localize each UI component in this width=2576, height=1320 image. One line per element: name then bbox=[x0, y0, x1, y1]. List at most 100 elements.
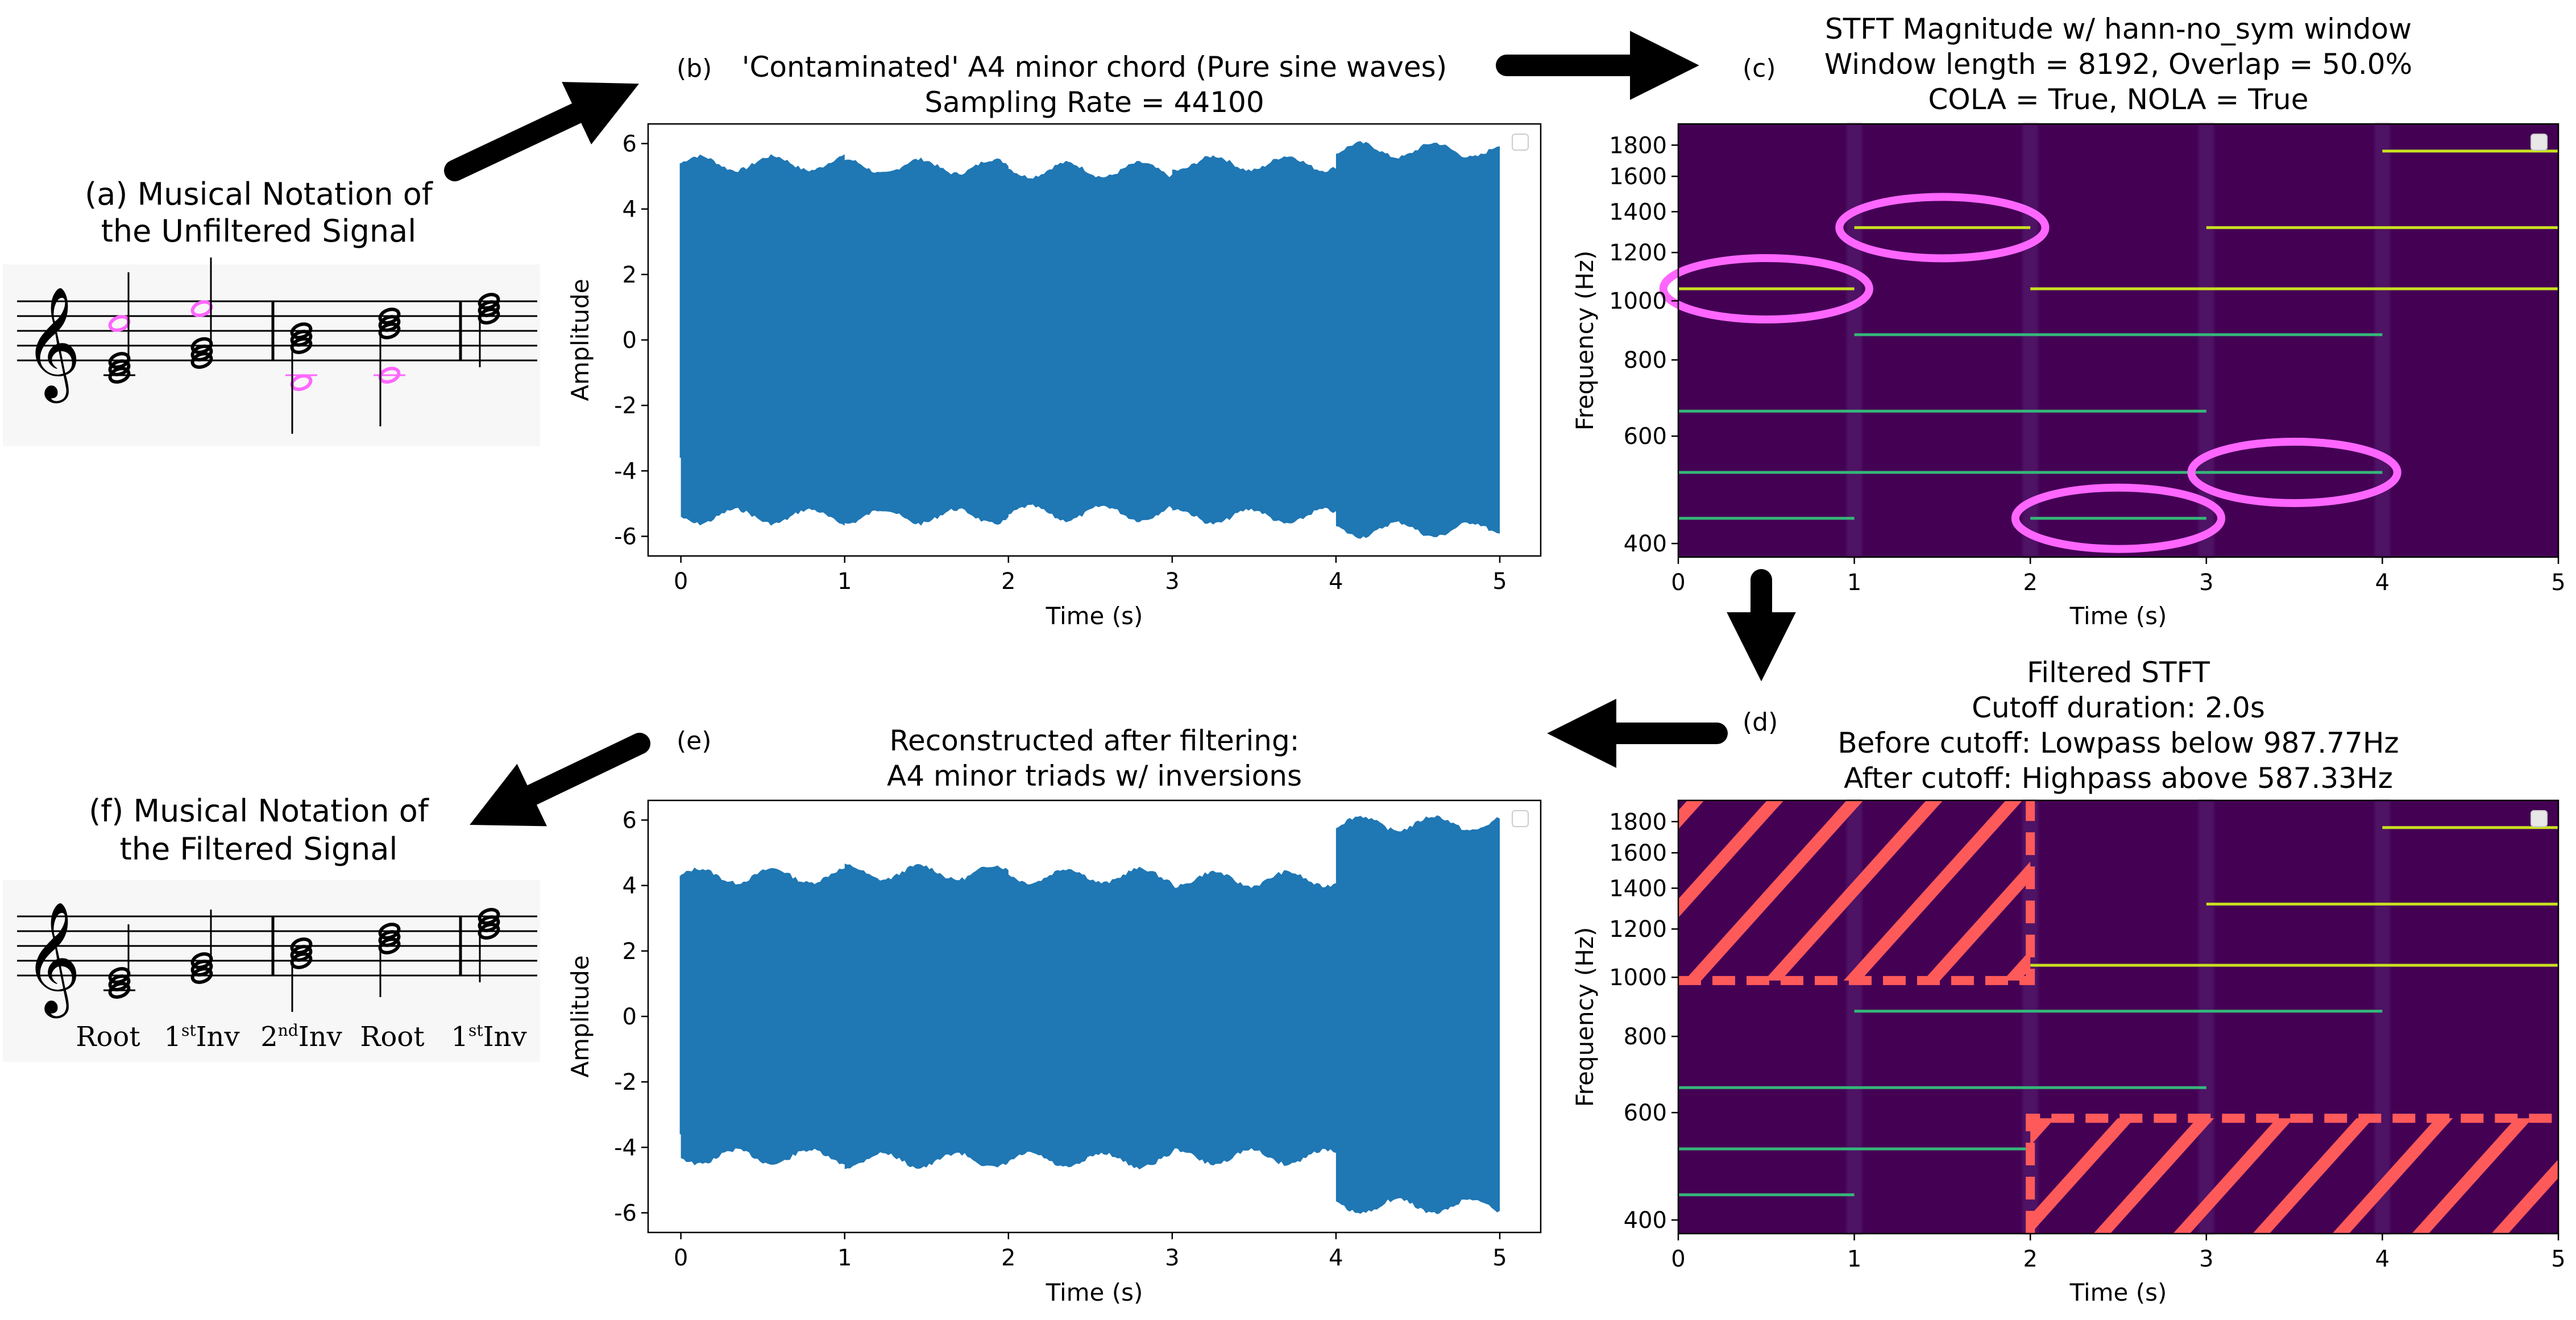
y-tick-label: 600 bbox=[1624, 424, 1667, 450]
x-tick-label: 5 bbox=[1492, 1245, 1507, 1271]
panel-a: (a) Musical Notation of the Unfiltered S… bbox=[3, 176, 540, 446]
y-tick-label: -2 bbox=[614, 1069, 637, 1095]
y-tick-label: 4 bbox=[623, 873, 637, 899]
transition-glow bbox=[2374, 800, 2391, 1234]
legend-box bbox=[2531, 134, 2548, 151]
y-tick-label: 800 bbox=[1624, 347, 1667, 373]
y-tick-label: -6 bbox=[614, 1200, 637, 1226]
hatch-stroke bbox=[2390, 800, 2558, 1234]
chart-title: 'Contaminated' A4 minor chord (Pure sine… bbox=[742, 51, 1447, 84]
y-tick-label: 1000 bbox=[1609, 965, 1667, 991]
axes-frame bbox=[1677, 123, 2560, 558]
y-tick-label: 800 bbox=[1624, 1024, 1667, 1050]
staff-filtered: 𝄞 bbox=[17, 901, 537, 1018]
chord-label: Root bbox=[76, 1021, 140, 1053]
chart-title: Reconstructed after filtering: bbox=[889, 724, 1299, 757]
chord-label-tail: Inv bbox=[298, 1021, 342, 1053]
y-tick-label: 1000 bbox=[1609, 288, 1667, 314]
transition-glow bbox=[1846, 124, 1862, 557]
chart-subtitle-line: COLA = True, NOLA = True bbox=[1928, 83, 2309, 116]
y-tick-label: 1200 bbox=[1609, 240, 1667, 266]
x-axis-label: Time (s) bbox=[1046, 602, 1143, 630]
chart-subtitle: A4 minor triads w/ inversions bbox=[887, 759, 1302, 792]
chord-label-sup: nd bbox=[278, 1021, 298, 1040]
x-tick-label: 0 bbox=[1671, 1246, 1685, 1272]
chart-subtitle-line: After cutoff: Highpass above 587.33Hz bbox=[1844, 762, 2393, 795]
contamination-highlight bbox=[1659, 254, 1873, 323]
panel-label-e: (e) bbox=[677, 727, 711, 756]
x-tick-label: 4 bbox=[1329, 1245, 1343, 1271]
y-tick-label: 2 bbox=[623, 939, 637, 965]
x-tick-label: 1 bbox=[1847, 1246, 1861, 1272]
chord-label-base: 1 bbox=[164, 1021, 181, 1053]
x-tick-label: 5 bbox=[1492, 568, 1507, 595]
chord-label: 2ndInv bbox=[260, 1021, 342, 1053]
x-tick-label: 2 bbox=[2023, 570, 2037, 596]
axes-frame bbox=[1677, 799, 2560, 1235]
waveform-band bbox=[681, 815, 1500, 1214]
chord-label-base: Root bbox=[76, 1021, 140, 1053]
x-tick-label: 3 bbox=[2199, 1246, 2213, 1272]
chart-subtitle: Sampling Rate = 44100 bbox=[924, 86, 1264, 119]
x-tick-label: 2 bbox=[2023, 1246, 2037, 1272]
x-tick-label: 3 bbox=[2199, 570, 2213, 596]
chart-c-stft: STFT Magnitude w/ hann-no_sym windowWind… bbox=[1571, 13, 2566, 630]
chord-label-base: 2 bbox=[260, 1021, 278, 1053]
y-tick-label: 1400 bbox=[1609, 199, 1667, 225]
y-tick-label: 1200 bbox=[1609, 916, 1667, 943]
y-tick-label: 0 bbox=[623, 1004, 637, 1030]
hatch-stroke bbox=[1678, 800, 1885, 1234]
contamination-highlight bbox=[1835, 193, 2050, 263]
y-tick-label: 1400 bbox=[1609, 875, 1667, 902]
y-tick-label: 1600 bbox=[1609, 840, 1667, 866]
x-tick-label: 2 bbox=[1001, 1245, 1015, 1271]
y-tick-label: -4 bbox=[614, 458, 637, 484]
x-tick-label: 0 bbox=[674, 1245, 688, 1271]
transition-glow bbox=[1846, 800, 1862, 1234]
chart-b-waveform: 'Contaminated' A4 minor chord (Pure sine… bbox=[566, 51, 1542, 630]
legend-box bbox=[2531, 810, 2548, 827]
transition-glow bbox=[2198, 800, 2214, 1234]
y-tick-label: 1600 bbox=[1609, 164, 1667, 190]
y-tick-label: -4 bbox=[614, 1135, 637, 1161]
contamination-highlight bbox=[2187, 437, 2401, 507]
chord-labels: Root 1stInv 2ndInv Root 1stInv bbox=[76, 1021, 526, 1053]
flow-arrows bbox=[444, 31, 1796, 827]
waveform-band bbox=[681, 141, 1500, 539]
chart-subtitle-line: Window length = 8192, Overlap = 50.0% bbox=[1824, 48, 2412, 81]
x-tick-label: 4 bbox=[2375, 1246, 2390, 1272]
contamination-highlight bbox=[2011, 483, 2226, 553]
chord-label-sup: st bbox=[468, 1021, 483, 1040]
y-tick-label: 6 bbox=[623, 808, 637, 834]
y-tick-label: 600 bbox=[1624, 1100, 1667, 1126]
treble-clef-icon: 𝄞 bbox=[24, 901, 81, 1018]
y-tick-label: 0 bbox=[623, 327, 637, 354]
x-tick-label: 5 bbox=[2551, 570, 2565, 596]
chart-subtitle-line: Before cutoff: Lowpass below 987.77Hz bbox=[1837, 727, 2399, 759]
chord-label-base: 1 bbox=[451, 1021, 468, 1053]
x-tick-label: 1 bbox=[837, 568, 852, 595]
y-tick-label: -2 bbox=[614, 393, 637, 419]
x-axis-label: Time (s) bbox=[2069, 602, 2167, 630]
transition-glow bbox=[2022, 124, 2039, 557]
y-axis-label: Amplitude bbox=[566, 279, 594, 401]
panel-label-b: (b) bbox=[677, 54, 712, 83]
chord-label: 1stInv bbox=[164, 1021, 239, 1053]
x-tick-label: 5 bbox=[2551, 1246, 2565, 1272]
chord-label: Root bbox=[360, 1021, 424, 1053]
panel-label-d: (d) bbox=[1743, 708, 1778, 737]
x-tick-label: 4 bbox=[1329, 568, 1343, 595]
legend-box bbox=[1512, 134, 1529, 151]
spectrogram-background bbox=[1678, 800, 2558, 1234]
panel-a-title-line1: (a) Musical Notation of bbox=[85, 176, 434, 212]
chart-title: Filtered STFT bbox=[2027, 656, 2210, 689]
y-tick-label: 400 bbox=[1624, 1207, 1667, 1234]
arrow-a-to-b bbox=[444, 82, 639, 181]
chord-label-sup: st bbox=[181, 1021, 196, 1040]
panel-label-c: (c) bbox=[1743, 54, 1776, 83]
chart-title: STFT Magnitude w/ hann-no_sym window bbox=[1825, 13, 2412, 45]
x-tick-label: 4 bbox=[2375, 570, 2390, 596]
y-axis-label: Frequency (Hz) bbox=[1571, 927, 1599, 1107]
x-tick-label: 0 bbox=[674, 568, 688, 595]
